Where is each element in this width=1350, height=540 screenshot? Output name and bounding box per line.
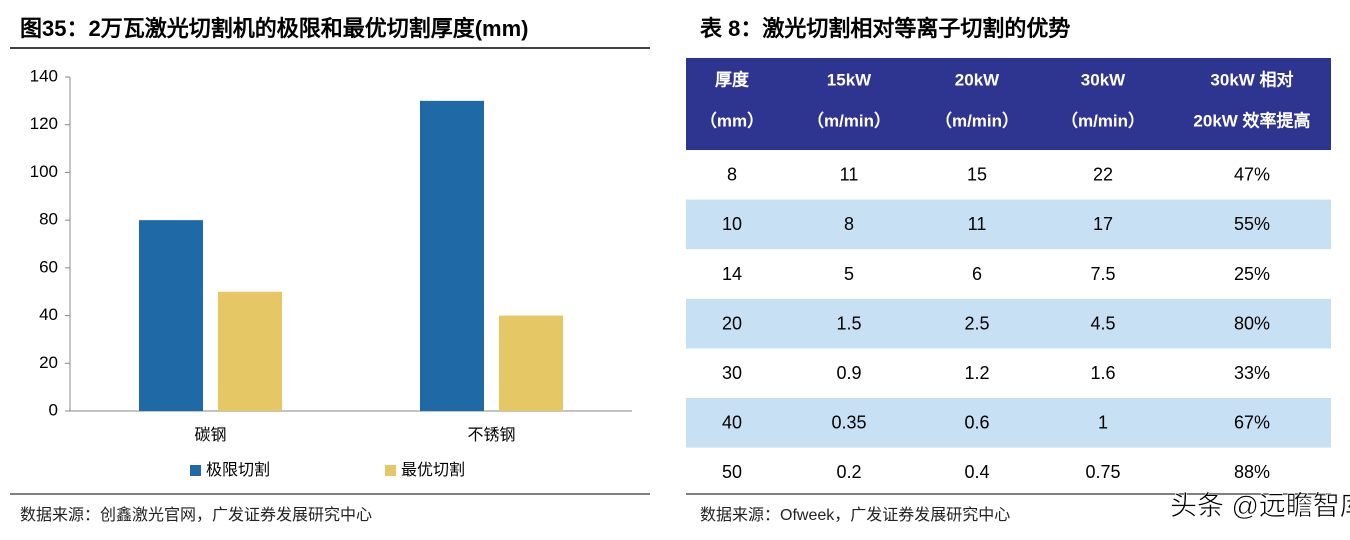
table-cell: 0.2 — [836, 462, 861, 482]
table-cell: 8 — [844, 214, 854, 234]
table-cell: 67% — [1234, 413, 1270, 433]
chart-source: 数据来源：创鑫激光官网，广发证券发展研究中心 — [20, 505, 372, 524]
table-cell: 55% — [1234, 214, 1270, 234]
table-header: （m/min） — [807, 110, 891, 130]
table-cell: 11 — [840, 165, 859, 185]
table-cell: 88% — [1234, 462, 1270, 482]
table-cell: 0.75 — [1085, 462, 1120, 482]
row-bg — [686, 298, 1331, 349]
table-header: 30kW 相对 — [1210, 69, 1293, 89]
y-tick-label: 100 — [30, 162, 58, 181]
x-tick-label: 不锈钢 — [467, 426, 515, 444]
table-cell: 80% — [1234, 313, 1270, 333]
table-cell: 14 — [722, 264, 742, 284]
row-bg — [686, 199, 1331, 250]
table-cell: 0.9 — [836, 363, 861, 383]
y-tick-label: 60 — [39, 257, 58, 276]
table-cell: 8 — [727, 165, 737, 185]
table-cell: 4.5 — [1090, 313, 1115, 333]
y-tick-label: 20 — [39, 353, 58, 372]
table-source: 数据来源：Ofweek，广发证券发展研究中心 — [700, 506, 1010, 524]
table-cell: 22 — [1093, 165, 1113, 185]
table-cell: 50 — [722, 462, 742, 482]
table-cell: 25% — [1234, 264, 1270, 284]
chart-title: 图35：2万瓦激光切割机的极限和最优切割厚度(mm) — [20, 16, 528, 41]
legend-label: 最优切割 — [401, 461, 465, 479]
table-cell: 2.5 — [964, 313, 989, 333]
bar — [420, 100, 484, 411]
table-cell: 17 — [1093, 214, 1113, 234]
table-cell: 0.35 — [831, 413, 866, 433]
table-cell: 0.6 — [964, 413, 989, 433]
table-header: 20kW — [955, 70, 1000, 89]
table-cell: 33% — [1234, 363, 1270, 383]
bar — [218, 291, 282, 411]
table-cell: 1.2 — [964, 363, 989, 383]
legend-label: 极限切割 — [206, 461, 270, 479]
legend-swatch — [190, 465, 201, 476]
table-cell: 30 — [722, 363, 742, 383]
table-cell: 1.5 — [836, 313, 861, 333]
table-header: 15kW — [827, 70, 872, 89]
table-header-bg — [686, 58, 1331, 150]
bar — [139, 220, 203, 411]
table-header: （m/min） — [935, 110, 1019, 130]
bar — [499, 315, 563, 411]
table-cell: 11 — [968, 214, 987, 234]
y-tick-label: 120 — [30, 114, 58, 133]
table-header: （m/min） — [1061, 110, 1145, 130]
table-cell: 6 — [972, 264, 982, 284]
table-cell: 10 — [722, 214, 742, 234]
table-title: 表 8：激光切割相对等离子切割的优势 — [700, 16, 1070, 41]
table-cell: 7.5 — [1090, 264, 1115, 284]
watermark: 头条 @远瞻智库 — [1170, 491, 1350, 521]
table-cell: 5 — [844, 264, 854, 284]
table-cell: 15 — [967, 165, 987, 185]
y-tick-label: 80 — [39, 210, 58, 229]
x-tick-label: 碳钢 — [194, 426, 226, 444]
table-header: 20kW 效率提高 — [1193, 110, 1310, 130]
y-tick-label: 40 — [39, 305, 58, 324]
row-bg — [686, 398, 1331, 448]
table-header: 厚度 — [715, 69, 750, 89]
table-cell: 1.6 — [1090, 363, 1115, 383]
table-header: 30kW — [1081, 70, 1126, 89]
table-header: （mm） — [700, 110, 764, 130]
y-tick-label: 0 — [49, 400, 58, 419]
table-cell: 20 — [722, 313, 742, 333]
legend-swatch — [385, 465, 396, 476]
table-cell: 40 — [722, 413, 742, 433]
table-cell: 0.4 — [964, 462, 989, 482]
table-cell: 1 — [1098, 413, 1108, 433]
y-tick-label: 140 — [30, 66, 58, 85]
table-cell: 47% — [1234, 165, 1270, 185]
